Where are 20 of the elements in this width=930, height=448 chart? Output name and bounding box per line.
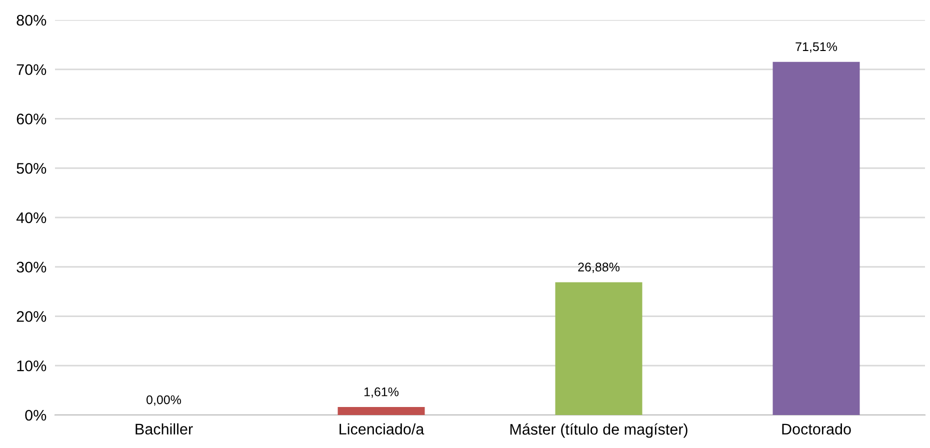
x-tick-label: Bachiller: [136, 423, 193, 435]
y-tick-label: 10%: [17, 360, 46, 372]
y-tick-label: 20%: [16, 311, 46, 322]
data-label: 1,61%: [364, 387, 399, 398]
data-label: 0,00%: [146, 395, 182, 406]
x-tick-label: Licenciado/a: [340, 423, 424, 435]
bar: [338, 407, 425, 415]
y-tick-label: 70%: [16, 64, 46, 76]
y-tick-label: 60%: [16, 114, 46, 124]
x-tick-label: Doctorado: [782, 423, 851, 435]
bar: [555, 282, 642, 415]
y-tick-label: 80%: [16, 14, 46, 26]
data-label: 26,88%: [578, 262, 620, 273]
y-tick-label: 30%: [16, 262, 46, 273]
bar: [772, 62, 860, 415]
x-tick-label: Máster (título de magíster): [510, 423, 688, 438]
data-label: 71,51%: [796, 42, 838, 53]
y-tick-label: 40%: [16, 212, 46, 224]
y-tick-label: 50%: [16, 162, 46, 174]
y-tick-label: 0%: [25, 410, 46, 421]
